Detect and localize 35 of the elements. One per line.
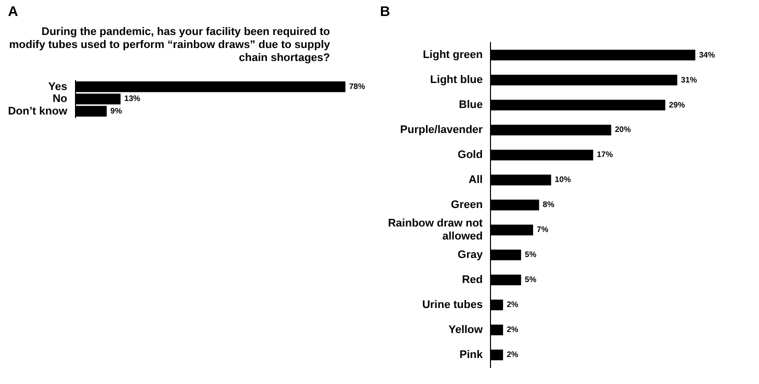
data-label: 2% [506,325,518,334]
data-label: 20% [614,125,631,134]
y-tick-label: Don’t know [8,105,68,118]
y-tick-label: Yellow [448,324,484,336]
data-label: 13% [124,94,140,104]
y-tick-label: Green [450,199,483,212]
text: B [380,3,390,19]
data-label: 8% [542,200,554,210]
y-tick-label: Gray [458,249,484,261]
y-tick-label: No [52,93,68,106]
y-tick-label: Yes [48,80,68,93]
y-tick-label: Gold [458,149,483,162]
data-label: 10% [554,175,571,184]
data-label: 29% [668,100,685,110]
data-label: 7% [536,225,548,234]
y-tick-label: Rainbow draw not allowed [388,217,484,243]
chart-title: During the pandemic, has your facility been required to modify tubes used to perform “rainbow draws” due to supply chain shortages? [8,26,330,65]
y-tick-label: Pink [459,348,484,361]
data-label: 34% [698,50,715,60]
data-label: 17% [596,150,613,160]
y-tick-label: Blue [458,99,483,112]
y-tick-label: Purple/lavender [400,124,484,136]
data-label: 2% [506,300,518,310]
y-tick-label: All [468,174,483,186]
data-label: 78% [349,82,366,91]
y-tick-label: Red [462,274,483,286]
data-label: 9% [110,106,122,116]
y-tick-label: Light blue [430,74,483,86]
data-label: 5% [524,275,536,284]
data-label: 5% [524,250,536,260]
y-tick-label: Urine tubes [422,298,483,311]
y-tick-label: Light green [422,49,483,62]
text: A [8,3,18,19]
data-label: 2% [506,350,518,360]
data-label: 31% [680,75,697,84]
